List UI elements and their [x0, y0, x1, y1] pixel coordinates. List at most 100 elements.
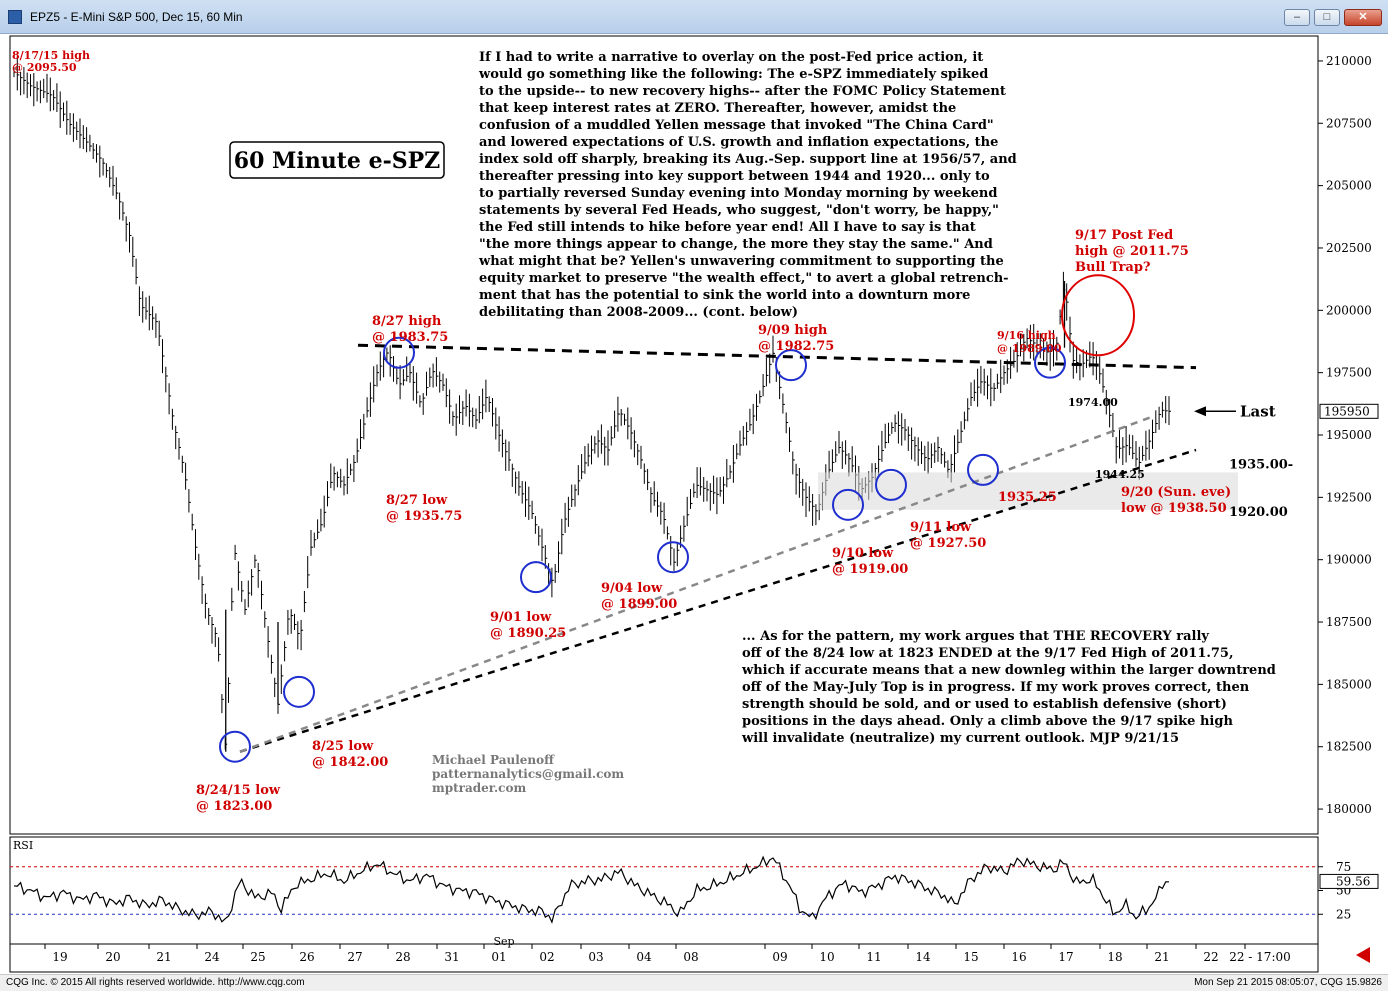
annotation-line: @ 1983.75 — [372, 330, 448, 345]
annotation-line: 8/25 low — [312, 739, 374, 754]
restore-button[interactable]: □ — [1314, 9, 1340, 26]
time-tick-label: 01 — [491, 950, 506, 964]
annotation-line: 8/27 high — [372, 314, 442, 329]
time-tick-label: 11 — [866, 950, 881, 964]
pivot-circle — [832, 488, 864, 521]
annotation-line: low @ 1938.50 — [1121, 501, 1227, 516]
annotation-line: 8/27 low — [386, 493, 448, 508]
rsi-line — [13, 855, 1170, 924]
time-tick-label: 18 — [1107, 950, 1122, 964]
rsi-last-box — [1319, 873, 1379, 889]
resistance-trendline — [357, 343, 1197, 370]
annotation-0827l: 8/27 low @ 1935.75 — [386, 493, 462, 524]
time-tick-label: 28 — [395, 950, 410, 964]
rsi-panel-frame — [9, 836, 1319, 945]
scroll-arrow-icon — [1356, 947, 1370, 963]
annotation-line: @ 1823.00 — [196, 799, 272, 814]
narrative-line: thereafter pressing into key support bet… — [479, 169, 990, 184]
level-1935-label: 1935.00- — [1229, 457, 1293, 472]
level-1920-label: 1920.00 — [1229, 505, 1288, 520]
price-tick-label: 180000 — [1326, 802, 1372, 816]
annotation-0920: 9/20 (Sun. eve) low @ 1938.50 — [1121, 485, 1231, 516]
annotation-line: 9/01 low — [490, 610, 552, 625]
signature: Michael Paulenoff patternanalytics@gmail.… — [432, 753, 624, 795]
time-tick-label: 24 — [204, 950, 220, 964]
pivot-circle — [967, 453, 999, 486]
narrative-line: off of the May-July Top is in progress. … — [742, 680, 1250, 695]
narrative-line: ment that has the potential to sink the … — [479, 288, 970, 303]
rsi-tick-label: 75 — [1336, 860, 1351, 874]
pivot-circle — [1034, 346, 1066, 379]
annotation-line: 9/04 low — [601, 581, 663, 596]
annotation-0825: 8/25 low @ 1842.00 — [312, 739, 388, 770]
narrative-line: equity market to preserve "the wealth ef… — [479, 271, 1009, 286]
annotation-line: 9/16 high — [997, 329, 1056, 342]
narrative-line: which if accurate means that a new downl… — [741, 663, 1276, 678]
annotation-line: @ 1899.00 — [601, 597, 677, 612]
last-label: Last — [1240, 402, 1276, 420]
last-price-box — [1319, 403, 1379, 419]
copyright-text: CQG Inc. © 2015 All rights reserved worl… — [6, 977, 305, 988]
narrative-top: If I had to write a narrative to overlay… — [478, 50, 1017, 320]
annotation-line: high @ 2011.75 — [1075, 244, 1189, 259]
narrative-line: statements by several Fed Heads, who sug… — [479, 203, 999, 218]
time-tick-label: 22 — [1203, 950, 1218, 964]
pivot-circle — [875, 468, 907, 501]
annotation-line: 9/09 high — [758, 323, 828, 338]
narrative-line: ... As for the pattern, my work argues t… — [742, 629, 1209, 644]
narrative-line: will invalidate (neutralize) my current … — [741, 731, 1179, 746]
time-tick-label: 22 - 17:00 — [1229, 950, 1291, 964]
timestamp-text: Mon Sep 21 2015 08:05:07, CQG 15.9826 — [1194, 977, 1382, 988]
annotation-0817: 8/17/15 high @ 2095.50 — [12, 49, 90, 74]
app-icon — [8, 10, 22, 24]
pivot-circle — [657, 541, 689, 574]
annotation-line: 1974.00 — [1068, 396, 1118, 409]
narrative-line: to the upside-- to new recovery highs-- … — [479, 84, 1006, 99]
narrative-line: strength should be sold, and or used to … — [742, 697, 1227, 712]
rsi-last-value: 59.56 — [1336, 874, 1370, 888]
price-tick-label: 207500 — [1326, 116, 1372, 130]
chart-title: 60 Minute e-SPZ — [234, 148, 440, 174]
time-tick-label: 08 — [683, 950, 698, 964]
annotation-line: @ 2095.50 — [12, 61, 77, 74]
status-bar: CQG Inc. © 2015 All rights reserved worl… — [0, 974, 1388, 991]
chart-area[interactable]: 210000 207500 205000 202500 200000 197500 1950… — [0, 34, 1388, 974]
annotation-0827h: 8/27 high @ 1983.75 — [372, 314, 448, 345]
narrative-line: to partially reversed Sunday evening int… — [479, 186, 997, 201]
price-tick-label: 190000 — [1326, 553, 1372, 567]
close-button[interactable]: ✕ — [1344, 9, 1382, 26]
time-tick-label: 21 — [156, 950, 171, 964]
chart-title-box — [229, 141, 445, 179]
price-tick-label: 182500 — [1326, 740, 1372, 754]
pivot-circle — [383, 336, 415, 369]
time-tick-label: 03 — [588, 950, 603, 964]
price-tick-label: 205000 — [1326, 179, 1372, 193]
annotation-0824: 8/24/15 low @ 1823.00 — [196, 783, 281, 814]
annotation-line: 9/11 low — [910, 520, 972, 535]
time-tick-label: 26 — [299, 950, 314, 964]
annotation-0916: 9/16 high @ 1989.00 — [997, 329, 1062, 355]
annotation-0909: 9/09 high @ 1982.75 — [758, 323, 834, 354]
month-label: Sep — [493, 935, 514, 948]
signature-line: patternanalytics@gmail.com — [432, 767, 624, 781]
price-chart: 210000 207500 205000 202500 200000 197500 1950… — [9, 35, 1379, 973]
time-tick-label: 14 — [915, 950, 931, 964]
time-tick-label: 25 — [250, 950, 265, 964]
annotation-0917: 9/17 Post Fed high @ 2011.75 Bull Trap? — [1075, 228, 1189, 275]
time-tick-label: 17 — [1058, 950, 1073, 964]
price-tick-label: 185000 — [1326, 677, 1372, 691]
annotation-0911: 9/11 low @ 1927.50 — [910, 520, 986, 551]
minimize-button[interactable]: – — [1284, 9, 1310, 26]
narrative-line: would go something like the following: T… — [478, 67, 988, 82]
time-tick-label: 19 — [52, 950, 67, 964]
price-tick-label: 202500 — [1326, 241, 1372, 255]
narrative-line: what might that be? Yellen's unwavering … — [478, 254, 1004, 269]
narrative-line: positions in the days ahead. Only a clim… — [742, 714, 1233, 729]
narrative-line: debilitating than 2008-2009... (cont. be… — [479, 305, 798, 320]
annotation-0910: 9/10 low @ 1919.00 — [832, 546, 908, 577]
pivot-circle — [775, 349, 807, 382]
price-tick-label: 200000 — [1326, 303, 1372, 317]
price-tick-label: 187500 — [1326, 615, 1372, 629]
price-tick-label: 210000 — [1326, 54, 1372, 68]
rsi-label: RSI — [13, 839, 33, 852]
